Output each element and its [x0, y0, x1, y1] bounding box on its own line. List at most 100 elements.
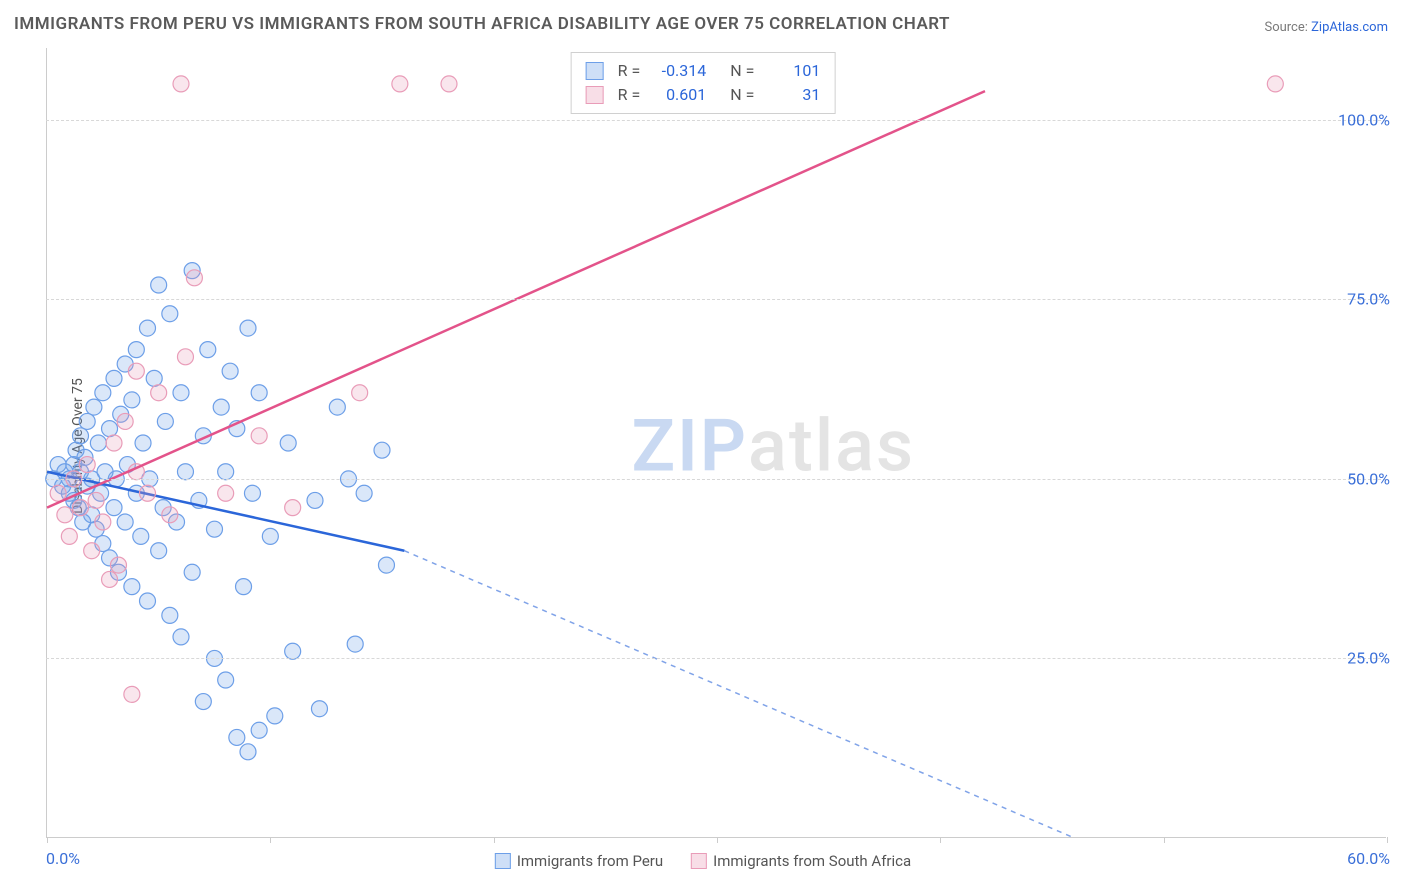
scatter-point — [186, 270, 202, 286]
R-label: R = — [618, 59, 641, 83]
scatter-point — [307, 492, 323, 508]
scatter-point — [311, 701, 327, 717]
y-tick-label: 25.0% — [1347, 649, 1390, 668]
scatter-point — [392, 76, 408, 92]
scatter-point — [285, 500, 301, 516]
scatter-point — [133, 528, 149, 544]
scatter-point — [73, 428, 89, 444]
scatter-point — [262, 528, 278, 544]
x-origin-label: 0.0% — [46, 849, 80, 868]
scatter-point — [374, 442, 390, 458]
scatter-point — [84, 543, 100, 559]
scatter-point — [124, 392, 140, 408]
gridline-h — [46, 299, 1386, 300]
scatter-point — [240, 320, 256, 336]
source-attribution: Source: ZipAtlas.com — [1264, 20, 1388, 35]
scatter-point — [157, 413, 173, 429]
scatter-point — [57, 507, 73, 523]
scatter-point — [151, 543, 167, 559]
scatter-point — [110, 557, 126, 573]
scatter-point — [140, 320, 156, 336]
scatter-point — [285, 643, 301, 659]
scatter-point — [441, 76, 457, 92]
scatter-point — [124, 686, 140, 702]
scatter-point — [177, 349, 193, 365]
scatter-point — [280, 435, 296, 451]
scatter-point — [218, 485, 234, 501]
source-prefix: Source: — [1264, 20, 1311, 35]
N-label: N = — [730, 59, 754, 83]
gridline-h — [46, 658, 1386, 659]
stats-legend-box: R = -0.314 N = 101 R = 0.601 N = 31 — [571, 52, 836, 114]
x-tick — [1164, 837, 1165, 843]
scatter-point — [173, 76, 189, 92]
R-label: R = — [618, 83, 641, 107]
scatter-point — [95, 514, 111, 530]
scatter-point — [128, 342, 144, 358]
scatter-point — [140, 485, 156, 501]
legend-item-series2: Immigrants from South Africa — [691, 852, 911, 870]
scatter-point — [117, 514, 133, 530]
x-tick — [494, 837, 495, 843]
y-tick-label: 100.0% — [1338, 110, 1390, 129]
scatter-point — [162, 607, 178, 623]
source-link[interactable]: ZipAtlas.com — [1311, 20, 1388, 35]
x-tick — [47, 837, 48, 843]
scatter-point — [352, 385, 368, 401]
scatter-point — [213, 399, 229, 415]
x-end-label: 60.0% — [1347, 849, 1390, 868]
scatter-point — [86, 399, 102, 415]
N-label: N = — [730, 83, 754, 107]
plot-area — [46, 48, 1386, 838]
swatch-series2 — [691, 853, 707, 869]
scatter-point — [200, 342, 216, 358]
scatter-point — [251, 428, 267, 444]
scatter-point — [236, 579, 252, 595]
scatter-point — [229, 729, 245, 745]
R-value-series1: -0.314 — [648, 59, 706, 83]
scatter-point — [177, 464, 193, 480]
N-value-series1: 101 — [762, 59, 820, 83]
scatter-point — [90, 435, 106, 451]
stats-row-series2: R = 0.601 N = 31 — [586, 83, 821, 107]
scatter-point — [79, 413, 95, 429]
legend-item-series1: Immigrants from Peru — [495, 852, 663, 870]
scatter-point — [88, 492, 104, 508]
scatter-point — [378, 557, 394, 573]
scatter-point — [162, 507, 178, 523]
scatter-point — [222, 363, 238, 379]
N-value-series2: 31 — [762, 83, 820, 107]
gridline-h — [46, 120, 1386, 121]
scatter-point — [184, 564, 200, 580]
gridline-h — [46, 479, 1386, 480]
scatter-point — [218, 672, 234, 688]
scatter-point — [251, 722, 267, 738]
swatch-series1 — [586, 62, 604, 80]
scatter-point — [146, 370, 162, 386]
scatter-point — [151, 385, 167, 401]
scatter-point — [135, 435, 151, 451]
scatter-point — [329, 399, 345, 415]
scatter-point — [106, 500, 122, 516]
y-tick-label: 75.0% — [1347, 290, 1390, 309]
y-tick-label: 50.0% — [1347, 469, 1390, 488]
scatter-point — [106, 370, 122, 386]
swatch-series1 — [495, 853, 511, 869]
scatter-point — [140, 593, 156, 609]
x-tick — [270, 837, 271, 843]
scatter-point — [73, 500, 89, 516]
trend-line-ext — [404, 551, 1074, 838]
scatter-point — [124, 579, 140, 595]
scatter-point — [244, 485, 260, 501]
scatter-point — [267, 708, 283, 724]
scatter-point — [102, 571, 118, 587]
scatter-point — [106, 435, 122, 451]
scatter-point — [162, 306, 178, 322]
scatter-point — [117, 413, 133, 429]
scatter-point — [218, 464, 234, 480]
chart-title: IMMIGRANTS FROM PERU VS IMMIGRANTS FROM … — [14, 14, 950, 34]
legend-label-series1: Immigrants from Peru — [517, 852, 663, 870]
scatter-point — [347, 636, 363, 652]
legend-label-series2: Immigrants from South Africa — [713, 852, 911, 870]
scatter-point — [251, 385, 267, 401]
